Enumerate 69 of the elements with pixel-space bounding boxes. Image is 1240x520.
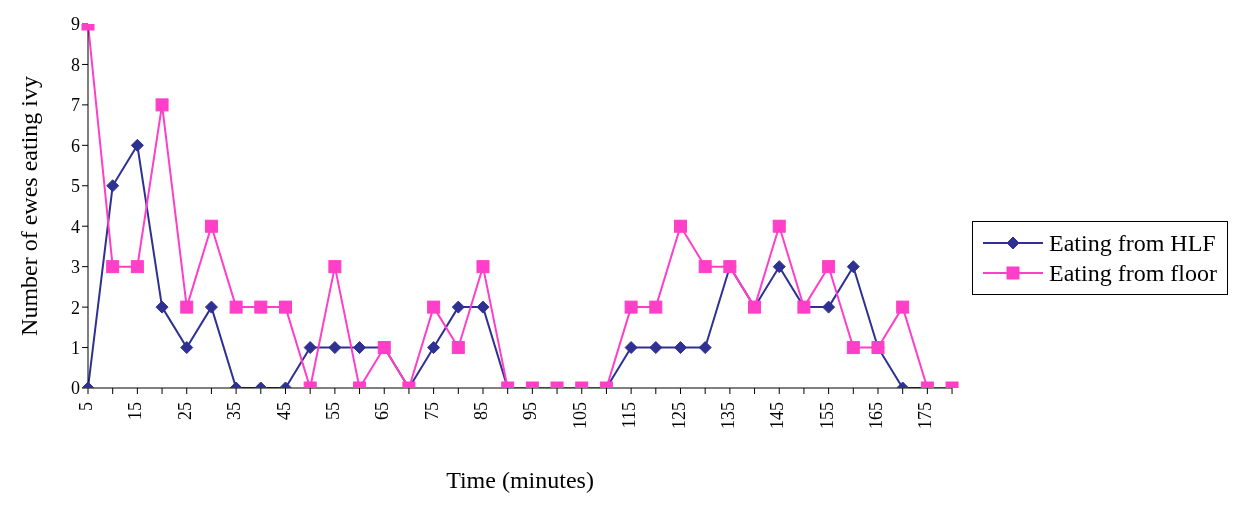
point [303, 341, 317, 355]
x-tick-label: 165 [866, 402, 887, 429]
point [772, 219, 786, 233]
legend-label: Eating from HLF [1049, 229, 1216, 257]
x-tick-label: 175 [915, 402, 936, 429]
point [427, 300, 441, 314]
point [772, 260, 786, 274]
x-tick-label: 145 [767, 402, 788, 429]
x-tick-label: 105 [569, 402, 590, 429]
point [204, 300, 218, 314]
point [476, 260, 490, 274]
x-tick-label: 75 [421, 402, 442, 420]
point [624, 341, 638, 355]
x-tick-label: 25 [174, 402, 195, 420]
point [254, 300, 268, 314]
point [106, 260, 120, 274]
point [846, 341, 860, 355]
point [698, 341, 712, 355]
point [624, 300, 638, 314]
point [427, 341, 441, 355]
point [130, 260, 144, 274]
point [846, 260, 860, 274]
x-tick-label: 115 [619, 402, 640, 429]
point [130, 138, 144, 152]
y-tick-label: 7 [71, 95, 80, 116]
point [673, 341, 687, 355]
point [822, 260, 836, 274]
x-tick-label: 155 [816, 402, 837, 429]
x-tick-label: 135 [717, 402, 738, 429]
point [106, 179, 120, 193]
x-tick-label: 85 [471, 402, 492, 420]
point [180, 300, 194, 314]
legend-label: Eating from floor [1049, 259, 1217, 287]
y-tick-label: 8 [71, 54, 80, 75]
y-tick-label: 4 [71, 216, 80, 237]
point [649, 300, 663, 314]
point [451, 341, 465, 355]
point [328, 341, 342, 355]
x-tick-label: 125 [668, 402, 689, 429]
point [476, 300, 490, 314]
point [822, 300, 836, 314]
x-tick-label: 45 [273, 402, 294, 420]
point [204, 219, 218, 233]
point [451, 300, 465, 314]
point [353, 341, 367, 355]
point [649, 341, 663, 355]
point [180, 341, 194, 355]
x-tick-label: 15 [125, 402, 146, 420]
x-tick-label: 95 [520, 402, 541, 420]
y-tick-label: 2 [71, 297, 80, 318]
y-tick-label: 6 [71, 135, 80, 156]
y-tick-label: 9 [71, 14, 80, 35]
point [673, 219, 687, 233]
point [155, 98, 169, 112]
point [155, 300, 169, 314]
x-axis-title: Time (minutes) [446, 467, 594, 493]
y-tick-label: 5 [71, 176, 80, 197]
point [896, 300, 910, 314]
point [328, 260, 342, 274]
y-tick-label: 0 [71, 378, 80, 399]
point [229, 300, 243, 314]
y-tick-label: 1 [71, 337, 80, 358]
point [279, 300, 292, 314]
y-axis-title: Number of ewes eating ivy [15, 76, 42, 336]
point [698, 260, 712, 274]
y-tick-label: 3 [71, 257, 80, 278]
x-tick-label: 35 [224, 402, 245, 420]
x-tick-label: 55 [323, 402, 343, 420]
x-tick-label: 65 [372, 402, 393, 420]
